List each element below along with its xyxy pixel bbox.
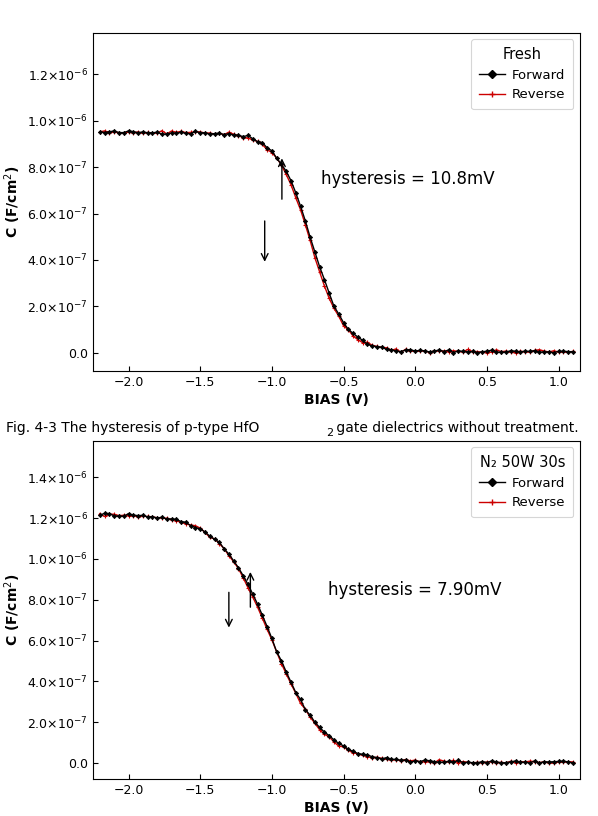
Text: 2: 2 (326, 428, 333, 438)
Reverse (283, 170, 290, 180)
Forward (211, 534, 218, 544)
Forward (450, 348, 457, 357)
X-axis label: BIAS (V): BIAS (V) (304, 801, 369, 815)
Reverse (115, 511, 123, 521)
Line: Reverse: Reverse (97, 128, 575, 355)
Text: Fig. 4-3 The hysteresis of p-type HfO: Fig. 4-3 The hysteresis of p-type HfO (6, 421, 260, 436)
Forward (344, 744, 352, 754)
Reverse (454, 758, 462, 768)
Forward (541, 757, 548, 767)
Reverse (474, 757, 481, 767)
Reverse (283, 669, 290, 679)
Reverse (111, 127, 118, 137)
Polygon shape (205, 515, 393, 536)
Forward (125, 126, 132, 135)
Text: E: E (246, 451, 260, 470)
Text: A: A (337, 451, 353, 470)
Reverse (512, 348, 519, 357)
Text: gate dielectrics without treatment.: gate dielectrics without treatment. (332, 421, 578, 436)
Reverse (158, 126, 166, 135)
Forward (211, 129, 218, 139)
Forward (192, 523, 199, 533)
Reverse (569, 757, 576, 767)
Forward (96, 510, 103, 520)
Line: Reverse: Reverse (97, 511, 575, 765)
Forward (541, 347, 548, 357)
Y-axis label: C (F/cm$^2$): C (F/cm$^2$) (2, 574, 23, 646)
Forward (555, 756, 562, 766)
Forward (383, 752, 390, 762)
Reverse (550, 758, 557, 768)
Reverse (125, 127, 132, 137)
Reverse (96, 127, 103, 137)
Reverse (454, 347, 462, 357)
Text: 1896: 1896 (257, 545, 341, 574)
Forward (555, 347, 562, 357)
Reverse (130, 511, 137, 521)
Text: hysteresis = 7.90mV: hysteresis = 7.90mV (328, 580, 502, 599)
Forward (569, 347, 576, 357)
X-axis label: BIAS (V): BIAS (V) (304, 393, 369, 407)
Forward (569, 758, 576, 768)
Forward (383, 344, 390, 354)
Reverse (321, 730, 328, 739)
Forward (96, 127, 103, 137)
Text: hysteresis = 10.8mV: hysteresis = 10.8mV (321, 170, 495, 188)
Reverse (321, 282, 328, 291)
Bar (240, 476, 358, 509)
Polygon shape (184, 536, 414, 605)
Text: S: S (292, 451, 306, 470)
Forward (344, 325, 352, 335)
Line: Forward: Forward (98, 512, 575, 765)
Reverse (474, 347, 481, 357)
Y-axis label: C (F/cm$^2$): C (F/cm$^2$) (2, 166, 23, 238)
Circle shape (140, 466, 458, 628)
Line: Forward: Forward (98, 130, 575, 354)
Polygon shape (148, 528, 226, 565)
Reverse (569, 347, 576, 357)
Forward (192, 126, 199, 136)
Legend: Forward, Reverse: Forward, Reverse (471, 39, 573, 109)
Forward (101, 508, 108, 518)
Legend: Forward, Reverse: Forward, Reverse (471, 447, 573, 517)
Forward (474, 758, 481, 768)
Reverse (96, 508, 103, 518)
